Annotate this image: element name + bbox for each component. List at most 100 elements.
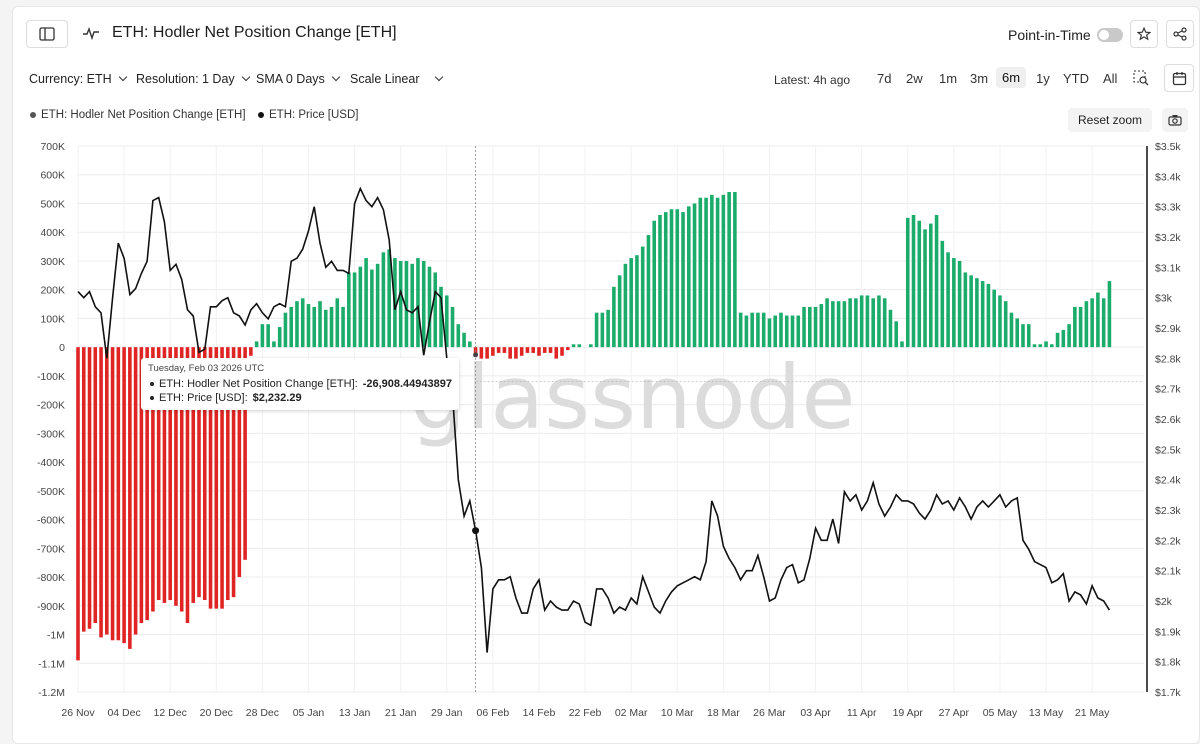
bar xyxy=(808,306,812,348)
right-tick-label: $2.1k xyxy=(1155,566,1181,578)
bar xyxy=(565,347,570,351)
resolution-select[interactable]: Resolution: 1 Day xyxy=(136,72,250,86)
bar xyxy=(998,295,1002,348)
calendar-button[interactable] xyxy=(1164,64,1194,92)
bar xyxy=(946,252,950,348)
range-1m[interactable]: 1m xyxy=(939,71,958,86)
x-tick-label: 18 Mar xyxy=(707,707,740,719)
currency-select[interactable]: Currency: ETH xyxy=(29,72,127,86)
x-tick-label: 12 Dec xyxy=(154,707,187,719)
right-tick-label: $2.9k xyxy=(1155,323,1181,335)
bar xyxy=(456,324,461,348)
bar xyxy=(767,318,772,348)
bar xyxy=(145,347,149,621)
range-1y[interactable]: 1y xyxy=(1036,71,1050,86)
bar xyxy=(623,263,628,348)
bar xyxy=(825,298,829,348)
bar xyxy=(761,312,766,348)
sidebar-toggle-button[interactable] xyxy=(26,20,68,48)
x-tick-label: 13 May xyxy=(1029,707,1064,719)
sma-select[interactable]: SMA 0 Days xyxy=(256,72,341,86)
bar xyxy=(462,332,466,348)
bar xyxy=(133,347,138,635)
bar xyxy=(502,347,507,353)
bar xyxy=(358,266,363,348)
bar xyxy=(882,298,887,348)
bar xyxy=(151,347,155,612)
bar xyxy=(519,347,524,356)
bar xyxy=(692,203,697,348)
x-tick-label: 20 Dec xyxy=(200,707,233,719)
bar xyxy=(952,258,956,348)
x-tick-label: 13 Jan xyxy=(339,707,371,719)
scale-select[interactable]: Scale Linear xyxy=(350,72,443,86)
bar xyxy=(1038,344,1043,348)
bar xyxy=(318,301,322,348)
bar xyxy=(969,275,973,348)
range-6m[interactable]: 6m xyxy=(996,67,1027,88)
legend-item-price[interactable]: ETH: Price [USD] xyxy=(258,109,358,121)
range-2w[interactable]: 2w xyxy=(906,71,923,86)
point-in-time-toggle[interactable] xyxy=(1097,28,1123,42)
bar xyxy=(663,212,668,348)
bar xyxy=(226,347,230,601)
screenshot-button[interactable] xyxy=(1162,108,1188,132)
bar xyxy=(237,347,242,578)
page-title: ETH: Hodler Net Position Change [ETH] xyxy=(112,24,397,41)
bar xyxy=(819,304,824,348)
bar xyxy=(439,286,443,348)
bar xyxy=(468,341,472,348)
left-tick-label: -700K xyxy=(37,543,65,555)
bar xyxy=(744,315,749,348)
bar xyxy=(640,246,645,348)
x-tick-label: 11 Apr xyxy=(847,707,877,719)
bar xyxy=(421,260,426,348)
bar xyxy=(272,341,276,348)
grid-lines xyxy=(77,145,1144,693)
bar xyxy=(398,260,403,348)
bar xyxy=(669,209,674,348)
bar xyxy=(813,306,818,348)
range-7d[interactable]: 7d xyxy=(877,71,892,86)
bar xyxy=(871,298,875,348)
share-button[interactable] xyxy=(1166,20,1194,48)
left-tick-label: -600K xyxy=(37,515,65,527)
reset-zoom-button[interactable]: Reset zoom xyxy=(1068,108,1152,132)
range-ytd[interactable]: YTD xyxy=(1063,71,1089,86)
bar xyxy=(329,306,334,348)
bar xyxy=(1101,298,1106,348)
range-3m[interactable]: 3m xyxy=(970,71,989,86)
x-tick-label: 22 Feb xyxy=(569,707,602,719)
bar xyxy=(900,341,904,348)
bar xyxy=(289,306,293,348)
bar xyxy=(93,347,98,624)
bar xyxy=(940,240,945,348)
bar xyxy=(381,252,386,348)
bar xyxy=(738,312,743,348)
bar xyxy=(1073,306,1077,348)
zoom-select-button[interactable] xyxy=(1133,70,1149,86)
tooltip-row-net-position: ETH: Hodler Net Position Change [ETH]: -2… xyxy=(148,377,452,391)
bar xyxy=(1055,332,1060,348)
bar xyxy=(491,347,495,356)
bar xyxy=(1003,301,1008,348)
range-all[interactable]: All xyxy=(1103,71,1118,86)
right-tick-label: $2.5k xyxy=(1155,444,1181,456)
x-tick-label: 04 Dec xyxy=(107,707,140,719)
bar xyxy=(1096,292,1100,348)
right-tick-label: $1.8k xyxy=(1155,657,1181,669)
legend-item-net-position[interactable]: ETH: Hodler Net Position Change [ETH] xyxy=(30,109,246,121)
metric-pulse-icon xyxy=(83,26,99,40)
bar xyxy=(934,214,939,348)
bar xyxy=(479,347,484,359)
bar xyxy=(802,306,806,348)
left-tick-label: -800K xyxy=(37,572,65,584)
bar xyxy=(577,344,582,348)
x-tick-label: 27 Apr xyxy=(939,707,970,719)
left-tick-label: -200K xyxy=(37,400,65,412)
bar xyxy=(202,347,207,601)
bar xyxy=(698,197,703,348)
favorite-button[interactable] xyxy=(1130,20,1158,48)
bar xyxy=(681,212,685,348)
